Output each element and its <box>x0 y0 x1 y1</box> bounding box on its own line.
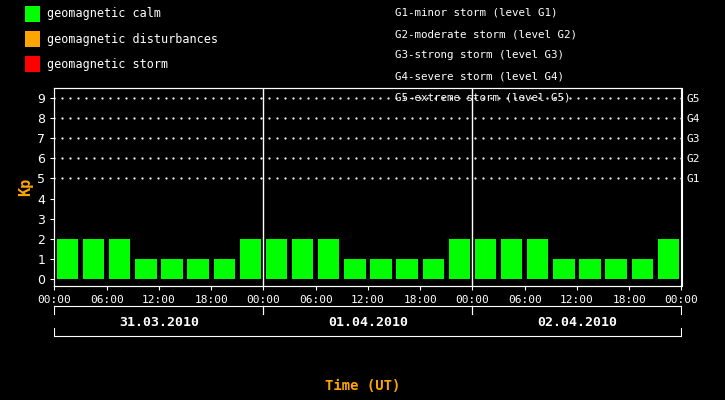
Text: 02.04.2010: 02.04.2010 <box>537 316 617 329</box>
Bar <box>57 239 78 279</box>
Bar <box>397 259 418 279</box>
Bar <box>553 259 575 279</box>
Text: G2-moderate storm (level G2): G2-moderate storm (level G2) <box>395 29 577 39</box>
Bar <box>658 239 679 279</box>
Bar <box>213 259 235 279</box>
Bar <box>344 259 365 279</box>
Bar <box>631 259 653 279</box>
Bar <box>318 239 339 279</box>
Text: geomagnetic storm: geomagnetic storm <box>47 58 168 71</box>
Bar <box>109 239 130 279</box>
Y-axis label: Kp: Kp <box>18 178 33 196</box>
Bar <box>449 239 470 279</box>
Bar <box>527 239 549 279</box>
Bar <box>292 239 313 279</box>
Bar <box>501 239 523 279</box>
Bar <box>161 259 183 279</box>
Text: geomagnetic calm: geomagnetic calm <box>47 8 161 20</box>
Bar <box>579 259 601 279</box>
Bar <box>605 259 627 279</box>
Bar <box>370 259 392 279</box>
Text: G3-strong storm (level G3): G3-strong storm (level G3) <box>395 50 564 60</box>
Text: G5-extreme storm (level G5): G5-extreme storm (level G5) <box>395 93 571 103</box>
Text: G4-severe storm (level G4): G4-severe storm (level G4) <box>395 72 564 82</box>
Bar <box>83 239 104 279</box>
Bar <box>240 239 261 279</box>
Text: 31.03.2010: 31.03.2010 <box>119 316 199 329</box>
Bar <box>266 239 287 279</box>
Bar <box>187 259 209 279</box>
Text: G1-minor storm (level G1): G1-minor storm (level G1) <box>395 8 558 18</box>
Text: geomagnetic disturbances: geomagnetic disturbances <box>47 33 218 46</box>
Bar <box>423 259 444 279</box>
Bar <box>475 239 496 279</box>
Text: Time (UT): Time (UT) <box>325 379 400 393</box>
Text: 01.04.2010: 01.04.2010 <box>328 316 408 329</box>
Bar <box>135 259 157 279</box>
